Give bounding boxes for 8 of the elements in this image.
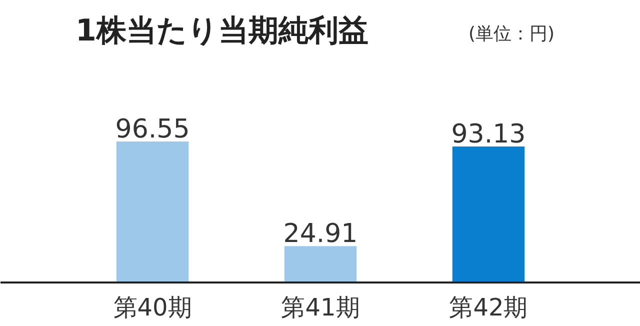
data-label: 93.13	[451, 119, 526, 150]
x-tick-label: 第42期	[449, 294, 528, 322]
data-label: 96.55	[115, 114, 190, 144]
chart-subtitle: (単位：円)	[468, 24, 555, 44]
x-tick-label: 第40期	[113, 294, 192, 322]
data-label: 24.91	[283, 219, 358, 250]
chart-title: 1株当たり当期純利益	[76, 14, 368, 48]
x-tick-label: 第41期	[281, 294, 360, 322]
